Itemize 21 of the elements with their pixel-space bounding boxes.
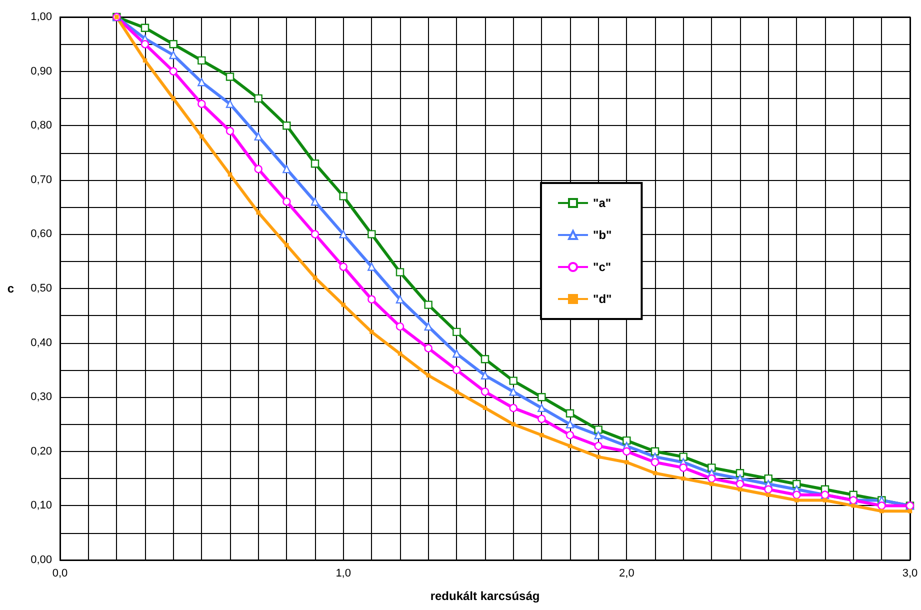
y-tick-label: 0,10 <box>30 500 52 512</box>
x-axis-title: redukált karcsúság <box>430 589 540 603</box>
y-tick-label: 1,00 <box>30 11 52 23</box>
y-tick-label: 0,40 <box>30 336 52 349</box>
y-tick-label: 0,00 <box>30 554 52 566</box>
legend-label: "c" <box>593 260 612 274</box>
y-tick-label: 0,20 <box>30 445 52 458</box>
x-tick-label: 1,0 <box>336 568 351 580</box>
legend-label: "a" <box>593 196 612 210</box>
y-axis-title: c <box>7 282 14 296</box>
x-tick-label: 0,0 <box>52 568 68 580</box>
y-tick-label: 0,30 <box>30 391 52 404</box>
y-tick-label: 0,50 <box>30 282 52 294</box>
y-tick-label: 0,90 <box>30 65 52 78</box>
legend-label: "d" <box>593 292 612 306</box>
y-tick-label: 0,60 <box>30 228 52 240</box>
y-tick-label: 0,70 <box>30 174 52 186</box>
y-tick-label: 0,80 <box>30 120 52 132</box>
x-tick-label: 3,0 <box>902 568 918 580</box>
legend-label: "b" <box>593 228 612 242</box>
x-tick-label: 2,0 <box>619 568 634 580</box>
